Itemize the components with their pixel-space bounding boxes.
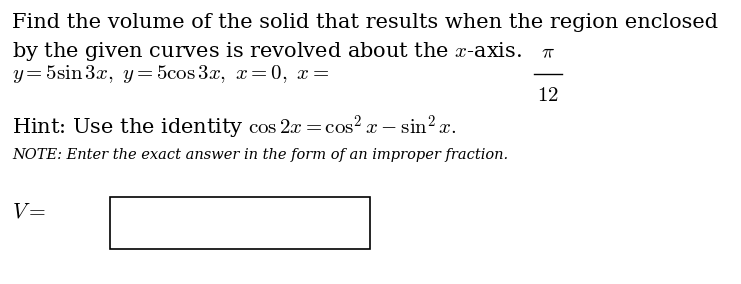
Text: $12$: $12$ xyxy=(537,86,559,105)
Text: NOTE: Enter the exact answer in the form of an improper fraction.: NOTE: Enter the exact answer in the form… xyxy=(12,148,508,162)
Text: Hint: Use the identity $\cos 2x = \cos^2 x - \sin^2 x.$: Hint: Use the identity $\cos 2x = \cos^2… xyxy=(12,114,457,142)
Text: $V =$: $V =$ xyxy=(12,201,46,223)
Text: Find the volume of the solid that results when the region enclosed: Find the volume of the solid that result… xyxy=(12,13,718,32)
Text: $\pi$: $\pi$ xyxy=(541,43,555,62)
Text: by the given curves is revolved about the $x$-axis.: by the given curves is revolved about th… xyxy=(12,40,522,63)
Text: $y = 5\sin 3x,\ y = 5\cos 3x,\ x = 0,\ x = $: $y = 5\sin 3x,\ y = 5\cos 3x,\ x = 0,\ x… xyxy=(12,63,329,85)
FancyBboxPatch shape xyxy=(110,197,370,249)
